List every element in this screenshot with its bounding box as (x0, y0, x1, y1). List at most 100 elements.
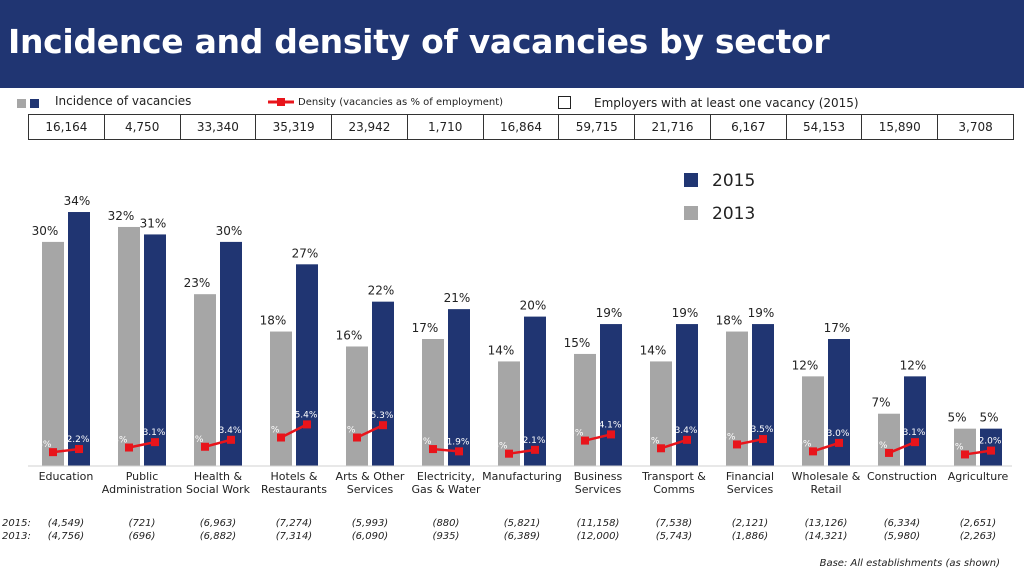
legend-2013-swatch (17, 99, 26, 108)
bar-label-2013: 16% (336, 328, 363, 342)
category-label: Hotels & (271, 470, 318, 483)
employers-cell: 33,340 (179, 114, 257, 140)
bar-2015 (752, 324, 774, 466)
bar-2015 (676, 324, 698, 466)
bar-label-2013: 32% (108, 209, 135, 223)
category-label: Social Work (186, 483, 251, 496)
density-point-2015 (303, 420, 311, 429)
vacancies-2013: (6,090) (352, 531, 388, 542)
density-line (584, 433, 612, 442)
bar-label-2015: 5% (979, 411, 998, 425)
density-label-2015: 2.1% (523, 436, 546, 446)
legend-density-marker (268, 98, 294, 106)
category-label: Wholesale & (792, 470, 861, 483)
bar-label-2013: 12% (792, 358, 819, 372)
legend-2013-label: 2013 (712, 204, 755, 224)
bar-2015 (448, 309, 470, 466)
density-label-2015: 3.4% (219, 426, 242, 436)
bar-label-2015: 34% (64, 194, 91, 208)
bar-label-2015: 21% (444, 291, 471, 305)
density-point-2013 (581, 436, 589, 445)
legend-density-label: Density (vacancies as % of employment) (298, 97, 504, 108)
bar-label-2015: 31% (140, 216, 167, 230)
density-point-2013 (657, 444, 665, 453)
density-point-2015 (683, 435, 691, 444)
bar-label-2013: 18% (260, 314, 287, 328)
employers-cell: 54,153 (785, 114, 863, 140)
legend-2015-square (684, 173, 698, 187)
bar-2013 (878, 413, 900, 466)
category-label: Comms (653, 483, 695, 496)
category-label: Health & (194, 470, 243, 483)
vacancies-2015: (11,158) (577, 518, 620, 529)
bar-2013 (726, 331, 748, 466)
bar-2013 (802, 376, 824, 466)
density-line (964, 449, 992, 456)
vacancies-2015: (13,126) (805, 518, 848, 529)
bar-2013 (194, 294, 216, 466)
vacancies-2015: (5,821) (504, 518, 540, 529)
vacancies-2015: (5,993) (352, 518, 388, 529)
density-label-2013: 1.8% (29, 440, 52, 450)
density-point-2013 (733, 440, 741, 449)
density-label-2015: 4.1% (599, 420, 622, 430)
density-point-2015 (227, 435, 235, 444)
bar-label-2015: 17% (824, 321, 851, 335)
vacancies-2015: (4,549) (48, 518, 84, 529)
density-line (812, 441, 840, 453)
category-label: Services (347, 483, 394, 496)
density-label-2015: 3.5% (751, 425, 774, 435)
density-line (660, 438, 688, 450)
density-label-2013: 3.7% (333, 426, 356, 436)
bar-2013 (346, 346, 368, 466)
density-label-2013: 3.3% (561, 429, 584, 439)
bar-label-2015: 22% (368, 284, 395, 298)
density-point-2013 (125, 443, 133, 452)
bar-label-2013: 30% (32, 224, 59, 238)
bar-2013 (498, 361, 520, 466)
density-label-2013: 2.2% (409, 437, 432, 447)
density-label-2013: 2.4% (105, 436, 128, 446)
category-label: Restaurants (261, 483, 327, 496)
bar-2013 (422, 339, 444, 466)
vacancies-2013: (4,756) (48, 531, 84, 542)
bar-label-2013: 5% (947, 411, 966, 425)
vacancies-2013: (1,886) (732, 531, 768, 542)
density-point-2015 (151, 438, 159, 447)
employers-cell: 16,864 (482, 114, 560, 140)
header-banner: Incidence and density of vacancies by se… (0, 0, 1024, 88)
density-label-2013: 2.8% (713, 432, 736, 442)
bar-label-2015: 12% (900, 358, 927, 372)
employers-cell: 15,890 (861, 114, 939, 140)
vacancies-2015: (2,651) (960, 518, 996, 529)
density-point-2013 (353, 433, 361, 442)
density-point-2015 (75, 445, 83, 454)
category-label: Arts & Other (336, 470, 405, 483)
bar-2015 (828, 339, 850, 466)
employers-cell: 4,750 (103, 114, 181, 140)
bar-label-2013: 23% (184, 276, 211, 290)
density-label-2015: 3.0% (827, 429, 850, 439)
density-label-2015: 5.4% (295, 410, 318, 420)
bar-label-2015: 19% (596, 306, 623, 320)
bar-label-2015: 30% (216, 224, 243, 238)
legend-2013-square (684, 206, 698, 220)
legend-2015-swatch (30, 99, 39, 108)
category-label: Public (126, 470, 159, 483)
category-label: Financial (726, 470, 774, 483)
employers-cell: 16,164 (28, 114, 105, 140)
bar-label-2015: 20% (520, 299, 547, 313)
bar-label-2013: 14% (640, 343, 667, 357)
vacancies-2013: (2,263) (960, 531, 996, 542)
vacancies-2015: (880) (433, 518, 460, 529)
employers-cell: 23,942 (331, 114, 408, 140)
base-note: Base: All establishments (as shown) (819, 558, 1000, 569)
density-point-2015 (607, 430, 615, 439)
bar-2015 (600, 324, 622, 466)
bar-2015 (296, 264, 318, 466)
bar-label-2015: 27% (292, 246, 319, 260)
vacancies-2015: (2,121) (732, 518, 768, 529)
bar-2015 (144, 234, 166, 466)
density-label-2015: 2.0% (979, 437, 1002, 447)
density-line (888, 440, 916, 455)
